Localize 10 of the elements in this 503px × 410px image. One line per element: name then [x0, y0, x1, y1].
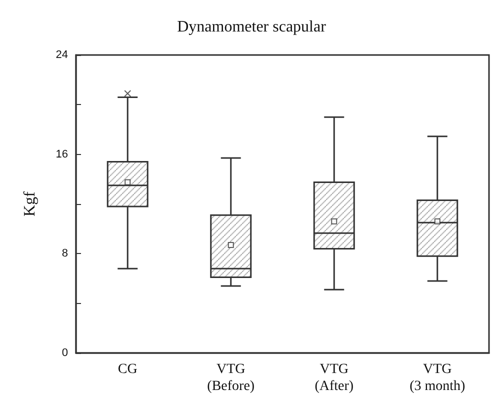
- y-tick-label: 0: [62, 347, 68, 359]
- chart-title: Dynamometer scapular: [177, 18, 327, 36]
- y-tick-label: 8: [62, 248, 68, 260]
- x-tick-label: VTG (3 month): [410, 362, 466, 394]
- x-tick-label: VTG (Before): [207, 362, 255, 394]
- x-tick-label: VTG (After): [314, 362, 354, 394]
- y-tick-label: 24: [56, 49, 68, 61]
- x-tick-label: CG: [118, 362, 138, 377]
- y-tick-label: 16: [56, 148, 68, 160]
- y-axis-title: Kgf: [22, 190, 38, 216]
